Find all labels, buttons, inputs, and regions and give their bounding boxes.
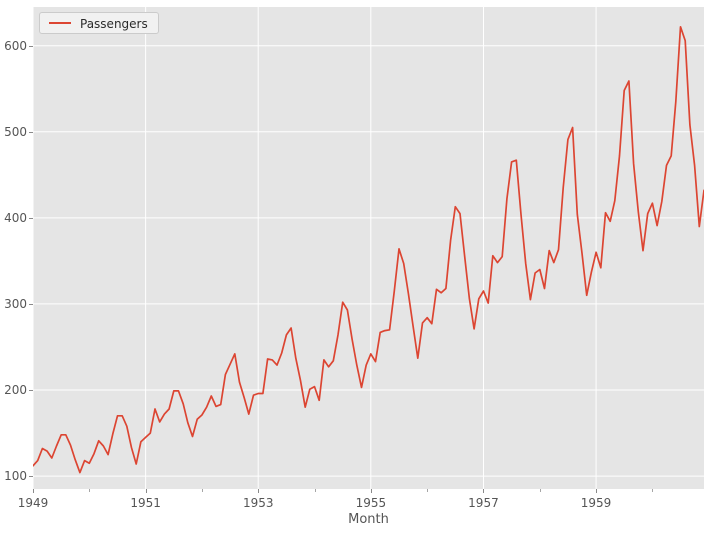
y-tick-label: 200 — [4, 383, 27, 398]
x-tick-label: 1959 — [580, 496, 612, 510]
legend-series-label: Passengers — [80, 16, 148, 31]
y-tick-label: 300 — [4, 296, 27, 311]
x-minor-tick-mark — [89, 489, 91, 492]
x-tick-mark — [258, 489, 260, 493]
legend: Passengers — [39, 12, 159, 34]
y-tick-mark — [29, 390, 33, 392]
y-tick-label: 600 — [4, 38, 27, 53]
gridlines — [33, 7, 704, 489]
plot-area: Passengers — [33, 7, 704, 489]
x-tick-mark — [33, 489, 34, 493]
x-tick-label: 1951 — [130, 496, 161, 510]
passengers-series-line — [33, 25, 704, 474]
x-tick-mark — [145, 489, 147, 493]
y-tick-mark — [29, 45, 33, 47]
x-minor-tick-mark — [539, 489, 541, 492]
x-minor-tick-mark — [427, 489, 429, 492]
x-axis-title: Month — [348, 512, 389, 527]
x-tick-mark — [370, 489, 372, 493]
y-tick-label: 500 — [4, 124, 27, 139]
passengers-line-chart — [33, 7, 704, 489]
y-tick-label: 400 — [4, 210, 27, 225]
x-tick-mark — [483, 489, 485, 493]
y-tick-mark — [29, 476, 33, 478]
y-tick-mark — [29, 131, 33, 133]
x-tick-label: 1949 — [17, 496, 49, 510]
x-minor-tick-mark — [201, 489, 203, 492]
x-tick-label: 1957 — [468, 496, 499, 510]
legend-line-swatch — [49, 21, 71, 25]
x-tick-label: 1953 — [242, 496, 274, 510]
y-tick-mark — [29, 217, 33, 219]
y-tick-label: 100 — [4, 469, 27, 484]
x-minor-tick-mark — [652, 489, 654, 492]
x-minor-tick-mark — [314, 489, 316, 492]
y-tick-mark — [29, 303, 33, 305]
x-tick-mark — [596, 489, 598, 493]
x-tick-label: 1955 — [355, 496, 387, 510]
